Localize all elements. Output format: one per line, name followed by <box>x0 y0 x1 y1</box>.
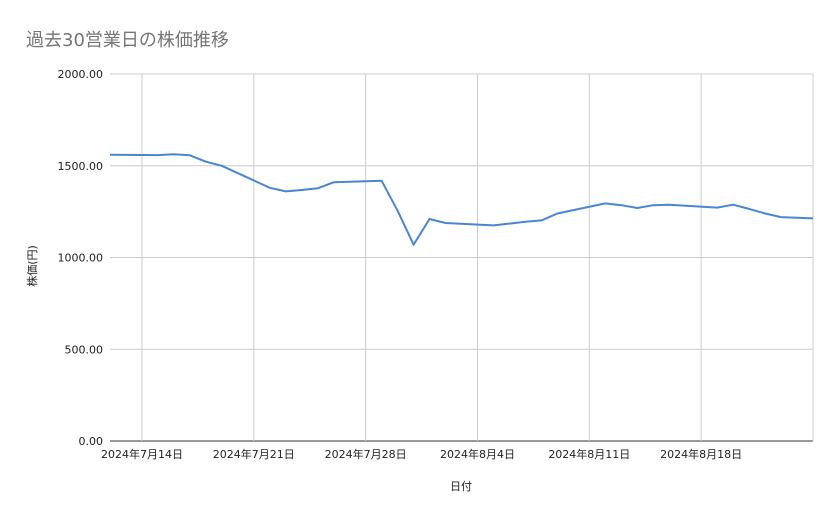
chart-title: 過去30営業日の株価推移 <box>26 30 229 51</box>
x-tick-label: 2024年8月11日 <box>548 447 630 461</box>
y-tick-label: 1000.00 <box>58 252 104 265</box>
x-axis-ticks: 2024年7月14日 2024年7月21日 2024年7月28日 2024年8月4日 2… <box>101 447 742 461</box>
x-axis-title: 日付 <box>450 480 472 493</box>
x-tick-label: 2024年7月21日 <box>213 447 295 461</box>
y-tick-label: 1500.00 <box>58 160 104 173</box>
series-layer <box>110 153 813 246</box>
y-axis-title: 株価(円) <box>25 245 39 287</box>
x-tick-label: 2024年8月18日 <box>660 447 742 461</box>
x-tick-label: 2024年8月4日 <box>440 447 515 461</box>
y-tick-label: 0.00 <box>79 435 104 448</box>
series-line <box>110 153 813 246</box>
y-tick-label: 2000.00 <box>58 68 104 81</box>
x-tick-label: 2024年7月14日 <box>101 447 183 461</box>
gridlines <box>110 73 814 442</box>
y-axis-ticks: 0.00 500.00 1000.00 1500.00 2000.00 <box>58 68 104 448</box>
x-tick-label: 2024年7月28日 <box>325 447 407 461</box>
y-tick-label: 500.00 <box>65 343 104 356</box>
